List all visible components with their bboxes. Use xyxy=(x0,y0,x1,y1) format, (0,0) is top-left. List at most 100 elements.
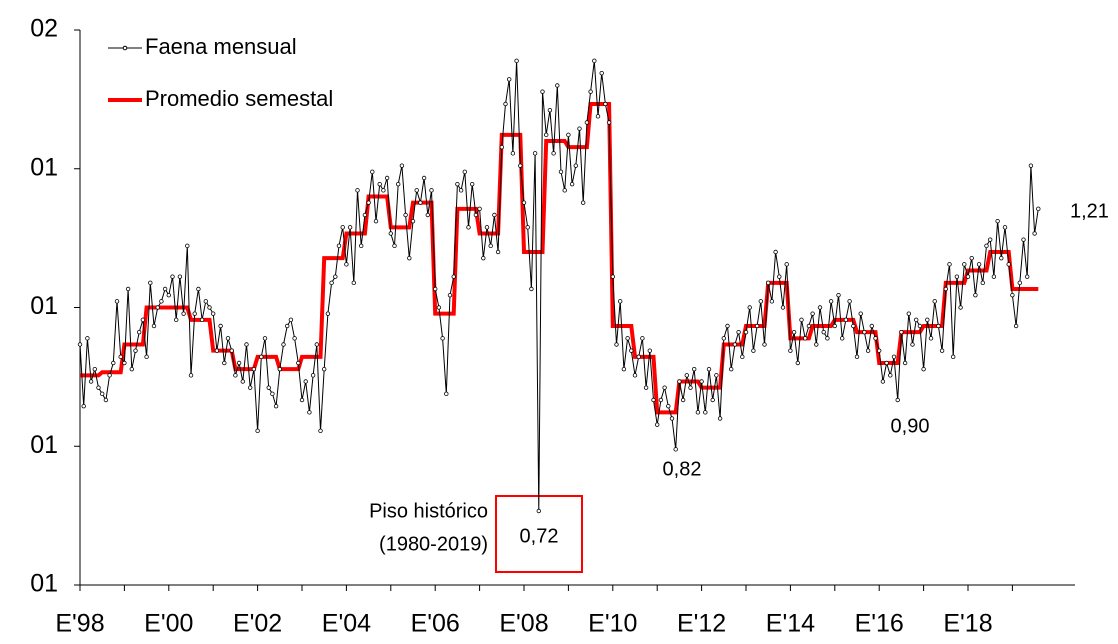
point xyxy=(825,336,830,341)
point xyxy=(1013,323,1019,329)
point xyxy=(588,89,593,94)
point xyxy=(577,126,582,131)
point xyxy=(314,342,319,347)
annotation: 0,90 xyxy=(891,415,930,437)
point xyxy=(984,243,989,249)
point xyxy=(133,348,138,353)
point xyxy=(370,169,375,175)
point xyxy=(281,342,286,347)
point xyxy=(954,274,960,279)
point xyxy=(865,348,871,353)
point xyxy=(965,274,971,279)
point xyxy=(747,305,752,310)
point xyxy=(810,311,815,316)
point xyxy=(340,225,345,230)
point xyxy=(969,255,974,261)
point xyxy=(259,354,264,360)
point xyxy=(218,323,223,329)
point xyxy=(407,255,412,261)
point xyxy=(932,299,937,304)
point xyxy=(262,336,268,341)
point xyxy=(307,410,312,415)
point xyxy=(629,348,634,353)
point xyxy=(455,181,460,187)
point xyxy=(362,212,368,218)
point xyxy=(847,299,852,304)
point xyxy=(784,262,789,267)
point xyxy=(347,225,353,230)
point xyxy=(873,336,878,341)
point xyxy=(318,428,323,434)
point xyxy=(429,188,434,193)
x-tick-label: E'98 xyxy=(55,610,104,638)
point xyxy=(791,329,797,335)
point xyxy=(518,163,523,168)
point xyxy=(999,255,1004,261)
point xyxy=(351,280,356,286)
point xyxy=(514,58,519,64)
point xyxy=(555,83,560,88)
point xyxy=(751,348,756,353)
point xyxy=(958,305,963,310)
point xyxy=(592,58,597,64)
point xyxy=(181,311,186,316)
point xyxy=(144,354,149,360)
point xyxy=(525,225,530,230)
point xyxy=(236,360,242,366)
point xyxy=(470,181,475,187)
point xyxy=(714,373,719,378)
point xyxy=(196,286,201,292)
point xyxy=(473,212,479,218)
point xyxy=(603,101,608,107)
point xyxy=(210,311,216,316)
point xyxy=(721,336,726,341)
annotation: 0,82 xyxy=(663,458,702,480)
point xyxy=(584,120,590,125)
point xyxy=(680,397,686,403)
point xyxy=(947,262,952,267)
point xyxy=(532,151,538,156)
point xyxy=(414,188,419,193)
point xyxy=(403,212,408,218)
point xyxy=(325,311,331,316)
point xyxy=(673,447,678,452)
point xyxy=(399,163,405,168)
point xyxy=(710,397,715,403)
point xyxy=(840,336,845,341)
x-tick-label: E'08 xyxy=(499,610,548,638)
point xyxy=(888,373,893,378)
point xyxy=(510,151,516,156)
point xyxy=(544,132,549,138)
point xyxy=(976,262,982,267)
point xyxy=(677,379,682,384)
point xyxy=(762,342,767,347)
point xyxy=(148,280,153,286)
point xyxy=(788,348,793,353)
point xyxy=(322,366,327,372)
point xyxy=(703,410,708,415)
point xyxy=(695,410,701,415)
point xyxy=(732,342,738,347)
point xyxy=(662,385,667,390)
point xyxy=(481,255,486,261)
point xyxy=(333,274,338,279)
point xyxy=(1028,163,1034,168)
point xyxy=(277,366,282,372)
point xyxy=(162,286,168,292)
point xyxy=(618,299,623,304)
point xyxy=(266,385,271,390)
legend-label: Promedio semestal xyxy=(145,86,333,111)
x-tick-label: E'10 xyxy=(588,610,637,638)
point xyxy=(355,188,360,193)
point xyxy=(188,373,194,378)
point xyxy=(421,175,427,181)
point xyxy=(170,274,175,279)
point xyxy=(492,212,497,218)
point xyxy=(458,188,464,193)
point xyxy=(240,379,245,384)
point xyxy=(159,299,164,304)
point xyxy=(92,366,97,372)
point xyxy=(1036,206,1041,212)
point xyxy=(606,120,612,125)
point xyxy=(547,107,553,113)
